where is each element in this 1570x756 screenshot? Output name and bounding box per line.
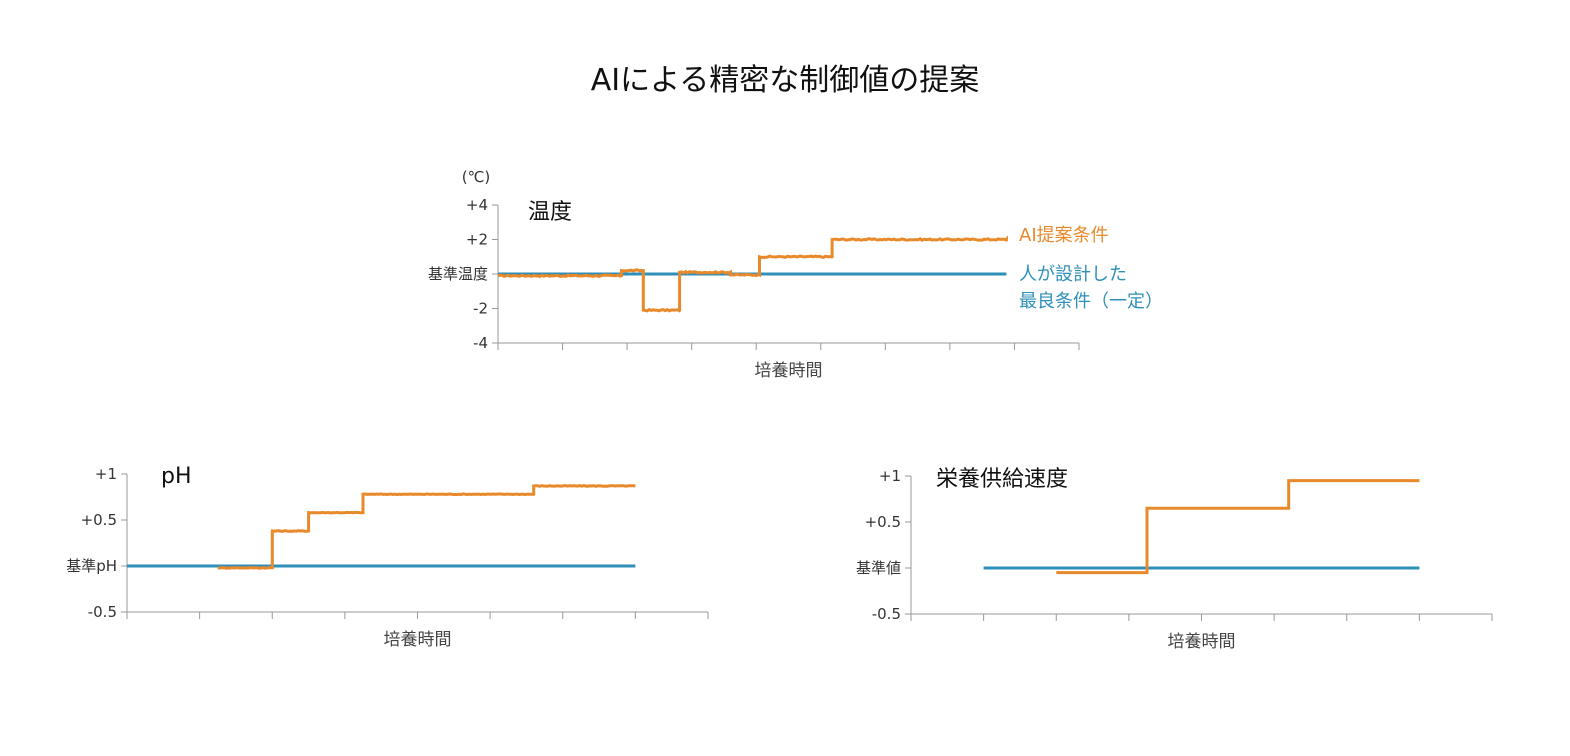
legend-baseline-line1: 人が設計した bbox=[1019, 264, 1127, 285]
legend-baseline-line2: 最良条件（一定） bbox=[1019, 291, 1163, 312]
y-tick-label: -0.5 bbox=[88, 603, 117, 621]
unit-label: (℃) bbox=[462, 168, 491, 186]
y-tick-label: 基準温度 bbox=[428, 265, 488, 283]
y-tick-label: -0.5 bbox=[872, 605, 901, 623]
ai-series-line bbox=[217, 484, 636, 570]
legend-ai: AI提案条件 bbox=[1019, 225, 1109, 246]
ai-series-line bbox=[497, 234, 1008, 313]
y-tick-label: +0.5 bbox=[865, 513, 901, 531]
page-title: AIによる精密な制御値の提案 bbox=[590, 63, 980, 98]
x-axis-title: 培養時間 bbox=[1168, 632, 1236, 652]
feed-rate-chart: +1 +0.5 基準値 -0.5 培養時間 栄養供給速度 bbox=[856, 467, 1493, 652]
temperature-chart: +4 +2 基準温度 -2 -4 培養時間 温度 (℃) AI提案条件人が設計した最良条件（一定… bbox=[428, 168, 1163, 381]
y-tick-label: +2 bbox=[466, 231, 488, 249]
y-tick-label: +0.5 bbox=[81, 511, 117, 529]
chart-title: 温度 bbox=[528, 200, 572, 225]
y-tick-label: +4 bbox=[466, 196, 488, 214]
chart-title: pH bbox=[161, 464, 192, 489]
y-tick-label: +1 bbox=[95, 465, 117, 483]
ai-series-line bbox=[1056, 479, 1420, 575]
ph-chart: +1 +0.5 基準pH -0.5 培養時間 pH bbox=[66, 464, 709, 650]
chart-title: 栄養供給速度 bbox=[936, 467, 1068, 492]
y-tick-label: +1 bbox=[879, 467, 901, 485]
x-axis-title: 培養時間 bbox=[755, 361, 823, 381]
y-tick-label: -2 bbox=[473, 300, 488, 318]
y-tick-label: 基準値 bbox=[856, 559, 901, 577]
x-axis-title: 培養時間 bbox=[384, 630, 452, 650]
y-tick-label: 基準pH bbox=[66, 557, 117, 575]
y-tick-label: -4 bbox=[473, 334, 488, 352]
